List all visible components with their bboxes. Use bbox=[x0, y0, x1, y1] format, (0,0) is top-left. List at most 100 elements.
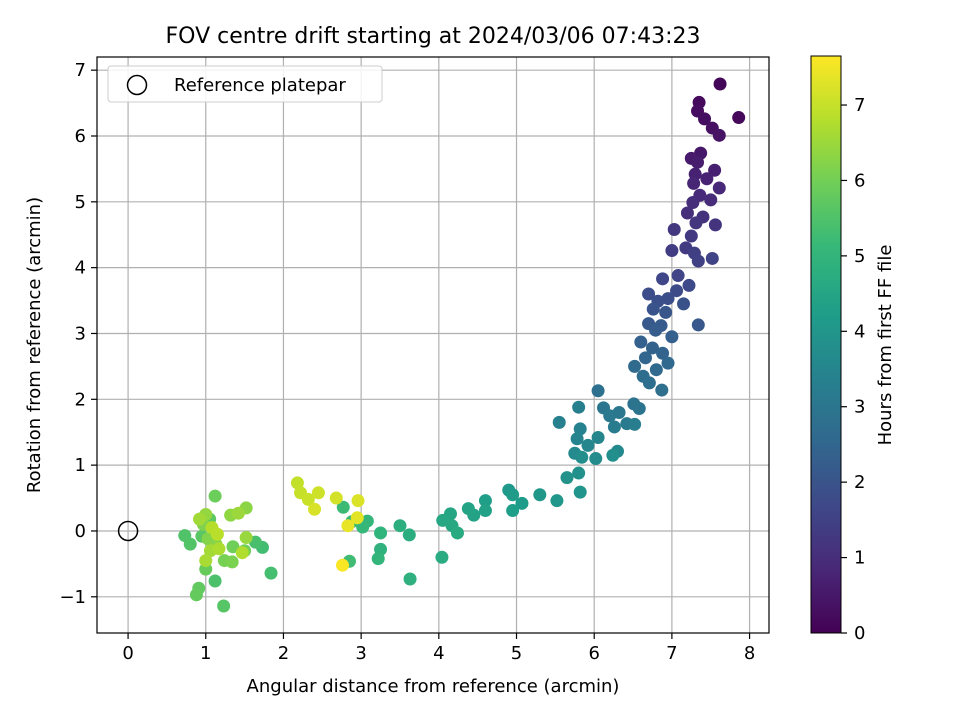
scatter-point bbox=[570, 432, 584, 446]
scatter-point bbox=[235, 546, 249, 560]
scatter-point bbox=[335, 558, 349, 572]
scatter-point bbox=[642, 376, 656, 390]
scatter-point bbox=[661, 356, 675, 370]
scatter-point bbox=[656, 346, 670, 360]
scatter-point bbox=[649, 323, 663, 337]
scatter-point bbox=[506, 504, 520, 518]
scatter-point bbox=[628, 359, 642, 373]
scatter-point bbox=[687, 176, 701, 190]
scatter-point bbox=[680, 206, 694, 220]
scatter-point bbox=[686, 195, 700, 209]
scatter-point bbox=[183, 537, 197, 551]
scatter-point bbox=[705, 251, 719, 265]
x-tick-label: 2 bbox=[278, 643, 289, 664]
y-axis-label: Rotation from reference (arcmin) bbox=[24, 197, 45, 493]
scatter-point bbox=[239, 531, 253, 545]
scatter-point bbox=[351, 494, 365, 508]
x-tick-label: 5 bbox=[511, 643, 522, 664]
scatter-point bbox=[661, 292, 675, 306]
scatter-point bbox=[212, 542, 226, 556]
x-axis-label: Angular distance from reference (arcmin) bbox=[247, 676, 620, 697]
scatter-point bbox=[638, 351, 652, 365]
x-tick-label: 3 bbox=[355, 643, 366, 664]
scatter-point bbox=[628, 417, 642, 431]
grid bbox=[97, 57, 769, 633]
y-tick-label: 2 bbox=[75, 389, 86, 410]
scatter-point bbox=[659, 305, 673, 319]
scatter-point bbox=[691, 318, 705, 332]
scatter-point bbox=[264, 566, 278, 580]
scatter-point bbox=[665, 244, 679, 258]
scatter-point bbox=[677, 297, 691, 311]
scatter-point bbox=[704, 193, 718, 207]
colorbar-tick-label: 1 bbox=[854, 548, 865, 569]
scatter-point bbox=[712, 128, 726, 142]
scatter-point bbox=[606, 448, 620, 462]
scatter-point bbox=[645, 341, 659, 355]
scatter-point bbox=[642, 287, 656, 301]
scatter-point bbox=[450, 526, 464, 540]
scatter-point bbox=[336, 500, 350, 514]
scatter-point bbox=[478, 504, 492, 518]
scatter-point bbox=[700, 172, 714, 186]
scatter-point bbox=[589, 452, 603, 466]
scatter-point bbox=[575, 450, 589, 464]
scatter-point bbox=[712, 181, 726, 195]
scatter-point bbox=[708, 218, 722, 232]
y-tick-label: 4 bbox=[75, 258, 86, 279]
chart-title: FOV centre drift starting at 2024/03/06 … bbox=[166, 24, 701, 49]
colorbar-tick-label: 6 bbox=[854, 170, 865, 191]
scatter-point bbox=[225, 555, 239, 569]
scatter-point bbox=[308, 502, 322, 516]
scatter-point bbox=[691, 254, 705, 268]
scatter-point bbox=[217, 599, 231, 613]
scatter-point bbox=[607, 420, 621, 434]
scatter-point bbox=[667, 222, 681, 236]
scatter-point bbox=[634, 335, 648, 349]
scatter-point bbox=[402, 528, 416, 542]
scatter-point bbox=[393, 519, 407, 533]
scatter-point bbox=[193, 512, 207, 526]
colorbar bbox=[810, 55, 842, 634]
scatter-point bbox=[210, 527, 224, 541]
y-tick-label: 7 bbox=[75, 60, 86, 81]
scatter-point bbox=[515, 496, 529, 510]
x-tick-label: 1 bbox=[200, 643, 211, 664]
scatter-point bbox=[671, 269, 685, 283]
x-tick-label: 6 bbox=[588, 643, 599, 664]
scatter-point bbox=[573, 485, 587, 499]
scatter-point bbox=[461, 502, 475, 516]
scatter-point bbox=[572, 400, 586, 414]
reference-marker-layer bbox=[117, 520, 139, 542]
y-tick-label: 0 bbox=[75, 521, 86, 542]
scatter-point bbox=[649, 363, 663, 377]
scatter-point bbox=[371, 552, 385, 566]
legend-reference-marker bbox=[126, 74, 148, 96]
scatter-point bbox=[581, 438, 595, 452]
colorbar-tick-label: 4 bbox=[854, 321, 865, 342]
scatter-point bbox=[655, 383, 669, 397]
y-tick-label: 3 bbox=[75, 323, 86, 344]
scatter-point bbox=[199, 554, 213, 568]
scatter-point bbox=[665, 330, 679, 344]
scatter-point bbox=[208, 574, 222, 588]
scatter-point bbox=[560, 471, 574, 485]
scatter-point bbox=[682, 278, 696, 292]
colorbar-label: Hours from first FF file bbox=[875, 245, 896, 446]
y-tick-label: 6 bbox=[75, 126, 86, 147]
x-axis-ticks: 0 1 2 3 4 5 6 7 8 bbox=[122, 633, 755, 664]
scatter-point bbox=[350, 511, 364, 525]
scatter-point bbox=[591, 384, 605, 398]
scatter-point bbox=[684, 229, 698, 243]
scatter-point bbox=[435, 550, 449, 564]
scatter-point bbox=[208, 489, 222, 503]
scatter-point bbox=[301, 492, 315, 506]
scatter-point bbox=[311, 486, 325, 500]
scatter-point bbox=[478, 494, 492, 508]
scatter-point bbox=[591, 430, 605, 444]
scatter-point bbox=[226, 540, 240, 554]
scatter-point bbox=[708, 163, 722, 177]
scatter-point bbox=[506, 488, 520, 502]
y-tick-label: 1 bbox=[75, 455, 86, 476]
